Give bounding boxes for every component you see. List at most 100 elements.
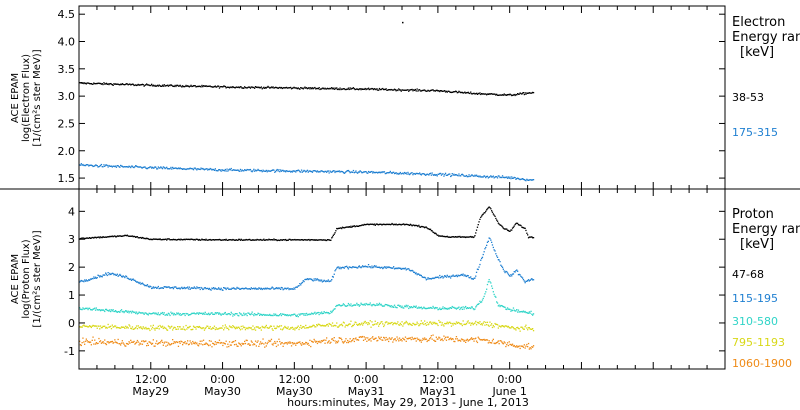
proton-s3-pt — [466, 321, 468, 323]
proton-s4-pt — [332, 339, 334, 342]
electron-s1-pt — [211, 169, 213, 171]
proton-s1-pt — [352, 266, 355, 268]
proton-s1-pt — [251, 288, 253, 290]
electron-s0-pt — [352, 87, 355, 89]
proton-s0-pt — [354, 226, 356, 228]
proton-s3-pt — [215, 327, 217, 329]
proton-s2-pt — [349, 305, 351, 307]
proton-s4-pt — [290, 342, 292, 344]
proton-s4-pt — [442, 339, 444, 342]
electron-s0-pt — [289, 87, 291, 89]
proton-s2-pt — [280, 313, 282, 315]
electron-s1-pt — [448, 173, 450, 175]
electron-s1-pt — [504, 176, 506, 178]
proton-s2-pt — [99, 310, 102, 312]
proton-s3-pt — [184, 329, 186, 331]
proton-s1-pt — [234, 288, 237, 290]
proton-s4-pt — [188, 343, 190, 345]
proton-s3-pt — [156, 327, 158, 329]
electron-s0-pt — [430, 89, 432, 91]
proton-s1-pt — [433, 277, 435, 280]
proton-s2-pt — [270, 314, 273, 317]
proton-s0-pt — [267, 239, 269, 241]
electron-s1-pt — [269, 170, 272, 172]
proton-s4-pt — [218, 339, 221, 341]
proton-s2-pt — [437, 309, 439, 311]
proton-s1-pt — [165, 286, 167, 288]
electron-s0-pt — [156, 85, 158, 87]
proton-s1-pt — [506, 271, 508, 273]
electron-s1-pt — [368, 171, 370, 173]
electron-s0-pt — [337, 88, 340, 90]
proton-s1-pt — [110, 273, 112, 276]
proton-s1-pt — [485, 246, 487, 249]
proton-s1-pt — [130, 278, 132, 280]
proton-s4-pt — [255, 345, 257, 347]
electron-s0-pt — [331, 88, 334, 90]
proton-s2-pt — [214, 312, 216, 314]
electron-s1-pt — [254, 170, 256, 172]
electron-s1-pt — [115, 166, 118, 168]
proton-s1-pt — [181, 286, 183, 288]
proton-s4-pt — [434, 340, 437, 342]
proton-s4-pt — [135, 342, 137, 344]
proton-s1-pt — [312, 280, 314, 282]
proton-s1-pt — [304, 278, 306, 281]
proton-s4-pt — [407, 338, 409, 340]
proton-s2-pt — [415, 305, 417, 307]
proton-s2-pt — [274, 314, 276, 316]
proton-s0-pt — [141, 236, 144, 239]
electron-s0-pt — [479, 92, 481, 94]
proton-s4-pt — [501, 342, 504, 344]
proton-s4-pt — [275, 345, 278, 348]
proton-s4-pt — [408, 337, 411, 339]
proton-s3-pt — [348, 323, 350, 325]
proton-s0-pt — [167, 238, 170, 240]
proton-series-0 — [79, 206, 535, 242]
proton-s0-pt — [452, 236, 454, 238]
proton-s1-pt — [445, 276, 448, 278]
proton-s4-pt — [80, 344, 82, 347]
electron-s0-pt — [244, 86, 247, 89]
electron-s0-pt — [432, 89, 434, 91]
proton-s0-pt — [152, 238, 154, 240]
proton-s1-pt — [122, 275, 124, 277]
proton-s4-pt — [481, 339, 483, 341]
proton-s1-pt — [141, 282, 144, 284]
electron-s1-pt — [469, 175, 471, 178]
electron-s1-pt — [352, 169, 355, 172]
electron-s0-pt — [422, 89, 424, 92]
electron-s1-pt — [90, 164, 92, 166]
proton-s1-pt — [313, 278, 315, 280]
proton-s2-pt — [108, 310, 110, 312]
electron-s1-pt — [83, 164, 85, 167]
electron-s1-pt — [400, 173, 402, 175]
electron-s1-pt — [235, 169, 237, 171]
proton-s4-pt — [169, 344, 171, 346]
proton-s0-pt — [343, 227, 345, 229]
electron-s0-pt — [381, 88, 383, 90]
electron-s0-pt — [90, 83, 92, 85]
proton-s0-pt — [518, 224, 520, 226]
electron-s0-pt — [333, 88, 335, 90]
electron-s0-pt — [413, 89, 415, 91]
proton-s3-pt — [102, 325, 104, 327]
electron-s0-pt — [194, 85, 196, 87]
proton-s4-pt — [530, 348, 532, 350]
electron-s0-pt — [341, 88, 344, 90]
proton-s0-pt — [384, 223, 386, 226]
electron-s0-pt — [406, 89, 408, 91]
proton-s4-pt — [155, 342, 157, 345]
proton-s4-pt — [143, 341, 145, 343]
proton-s3-pt — [143, 327, 145, 329]
electron-s1-pt — [161, 168, 164, 170]
proton-s4-pt — [136, 339, 139, 342]
proton-s1-pt — [274, 288, 276, 290]
proton-s4-pt — [431, 338, 433, 340]
proton-s0-pt — [469, 236, 471, 238]
electron-s0-pt — [364, 87, 366, 90]
proton-s1-pt — [450, 275, 453, 277]
proton-ylabel-line-1: ACE EPAM — [10, 254, 21, 304]
proton-s3-pt — [340, 324, 342, 326]
proton-s4-pt — [467, 340, 469, 342]
